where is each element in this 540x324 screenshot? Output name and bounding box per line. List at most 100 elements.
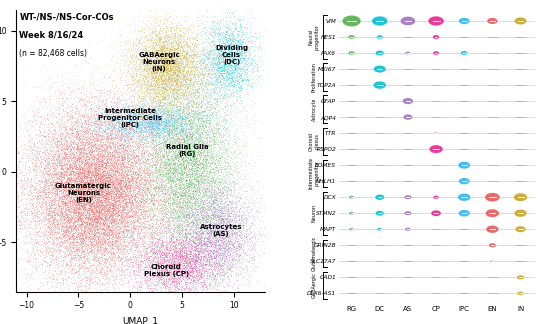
Point: [110, 179, 118, 184]
Point: [119, 197, 127, 202]
Point: [173, 141, 181, 146]
Point: [234, 91, 243, 96]
Point: [162, 44, 171, 49]
Point: [174, 264, 183, 269]
Point: [177, 117, 185, 122]
Point: [75, 163, 84, 168]
Point: [64, 224, 72, 229]
Point: [122, 192, 131, 198]
Point: [13, 213, 22, 218]
Point: [217, 221, 226, 226]
Point: [59, 183, 68, 188]
Point: [170, 94, 179, 99]
Point: [213, 44, 221, 49]
Point: [227, 208, 236, 213]
Point: [137, 207, 145, 212]
Point: [202, 204, 211, 209]
Point: [66, 190, 75, 195]
Point: [69, 211, 78, 216]
Point: [187, 58, 195, 64]
Point: [177, 243, 186, 248]
Point: [243, 70, 252, 75]
Point: [157, 265, 166, 270]
Point: [177, 267, 185, 272]
Point: [104, 126, 112, 131]
Point: [166, 235, 174, 240]
Point: [182, 48, 191, 53]
Point: [120, 166, 129, 171]
Point: [210, 205, 218, 210]
Point: [151, 117, 159, 122]
Point: [122, 125, 130, 131]
Point: [176, 90, 185, 96]
Point: [132, 188, 141, 193]
Point: [85, 212, 93, 217]
Point: [84, 184, 93, 190]
Point: [152, 71, 160, 76]
Point: [230, 69, 238, 74]
Point: [147, 264, 156, 269]
Point: [137, 210, 146, 215]
Point: [90, 138, 99, 144]
Point: [71, 180, 80, 185]
Point: [218, 52, 227, 57]
Point: [171, 270, 179, 275]
Point: [219, 244, 228, 249]
Point: [218, 33, 227, 39]
Point: [41, 158, 50, 164]
Point: [42, 215, 51, 221]
Point: [60, 142, 69, 147]
Point: [103, 126, 112, 131]
Point: [161, 143, 170, 148]
Point: [157, 102, 166, 108]
Point: [83, 247, 92, 252]
Point: [112, 133, 120, 138]
Point: [157, 271, 165, 276]
Point: [132, 169, 140, 175]
Point: [162, 120, 171, 125]
Point: [34, 138, 43, 143]
Point: [184, 103, 193, 109]
Point: [62, 187, 71, 192]
Point: [180, 92, 188, 97]
Point: [94, 244, 103, 249]
Point: [176, 257, 184, 262]
Point: [240, 227, 248, 233]
Point: [176, 26, 184, 31]
Point: [187, 80, 195, 85]
Point: [74, 184, 83, 190]
Point: [118, 199, 126, 204]
Point: [185, 91, 193, 96]
Point: [225, 58, 234, 63]
Point: [132, 93, 141, 98]
Point: [190, 143, 198, 148]
Point: [176, 270, 185, 275]
Point: [116, 269, 125, 274]
Point: [99, 171, 107, 177]
Point: [154, 273, 163, 279]
Point: [109, 238, 117, 243]
Point: [217, 208, 225, 213]
Point: [44, 239, 52, 244]
Point: [150, 105, 158, 110]
Point: [190, 168, 198, 173]
Point: [165, 68, 174, 74]
Point: [117, 167, 125, 172]
Point: [134, 160, 143, 165]
Point: [170, 285, 179, 290]
Point: [44, 168, 53, 173]
Point: [129, 96, 137, 101]
Point: [102, 185, 110, 191]
Point: [166, 175, 174, 180]
Point: [228, 247, 237, 252]
Point: [60, 233, 69, 238]
Point: [195, 143, 204, 148]
Point: [65, 217, 74, 223]
Point: [93, 227, 102, 232]
Point: [131, 210, 139, 215]
Point: [120, 117, 129, 122]
Point: [117, 193, 126, 198]
Point: [102, 131, 111, 136]
Point: [233, 80, 242, 85]
Point: [134, 94, 143, 99]
